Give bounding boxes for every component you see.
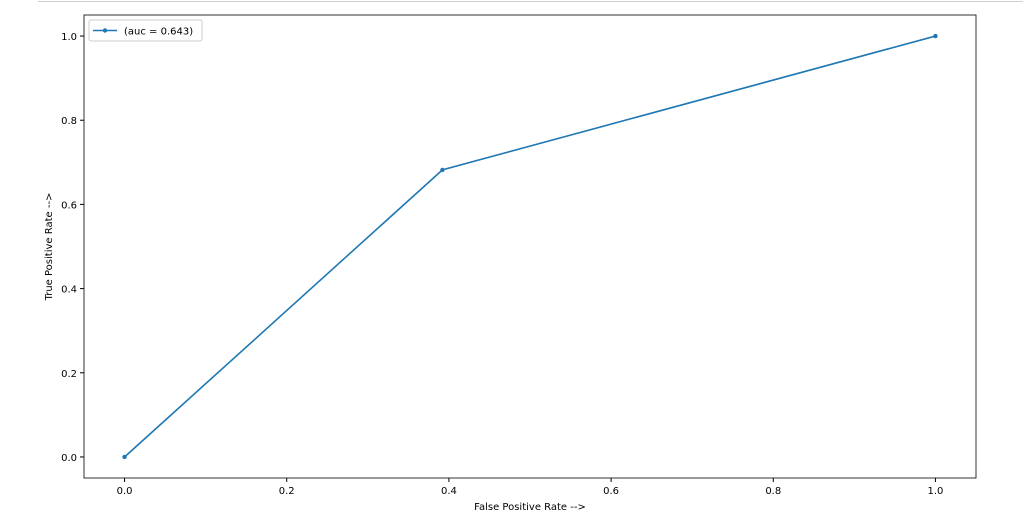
- legend-marker: [102, 28, 108, 33]
- y-tick-label: 0.2: [61, 369, 77, 380]
- y-tick-label: 1.0: [61, 32, 77, 43]
- x-axis-label: False Positive Rate -->: [474, 502, 586, 513]
- x-tick-label: 0.6: [603, 486, 619, 497]
- y-tick-label: 0.6: [61, 200, 77, 211]
- y-tick-label: 0.0: [61, 453, 77, 464]
- legend-box: [88, 19, 203, 42]
- x-tick-label: 0.0: [117, 486, 133, 497]
- y-tick-label: 0.8: [61, 116, 77, 127]
- x-tick-label: 0.2: [279, 486, 295, 497]
- legend-label: (auc = 0.643): [124, 27, 193, 38]
- data-point: [440, 167, 445, 173]
- x-tick-label: 0.4: [441, 486, 457, 497]
- x-tick-label: 1.0: [928, 486, 944, 497]
- top-border: [38, 1, 1023, 2]
- y-axis-label: True Positive Rate -->: [44, 193, 55, 302]
- data-point: [933, 33, 938, 39]
- plot-frame: [83, 14, 977, 479]
- y-tick-label: 0.4: [61, 285, 77, 296]
- x-tick-label: 0.8: [765, 486, 781, 497]
- data-point: [122, 454, 127, 460]
- series-line: [124, 35, 936, 458]
